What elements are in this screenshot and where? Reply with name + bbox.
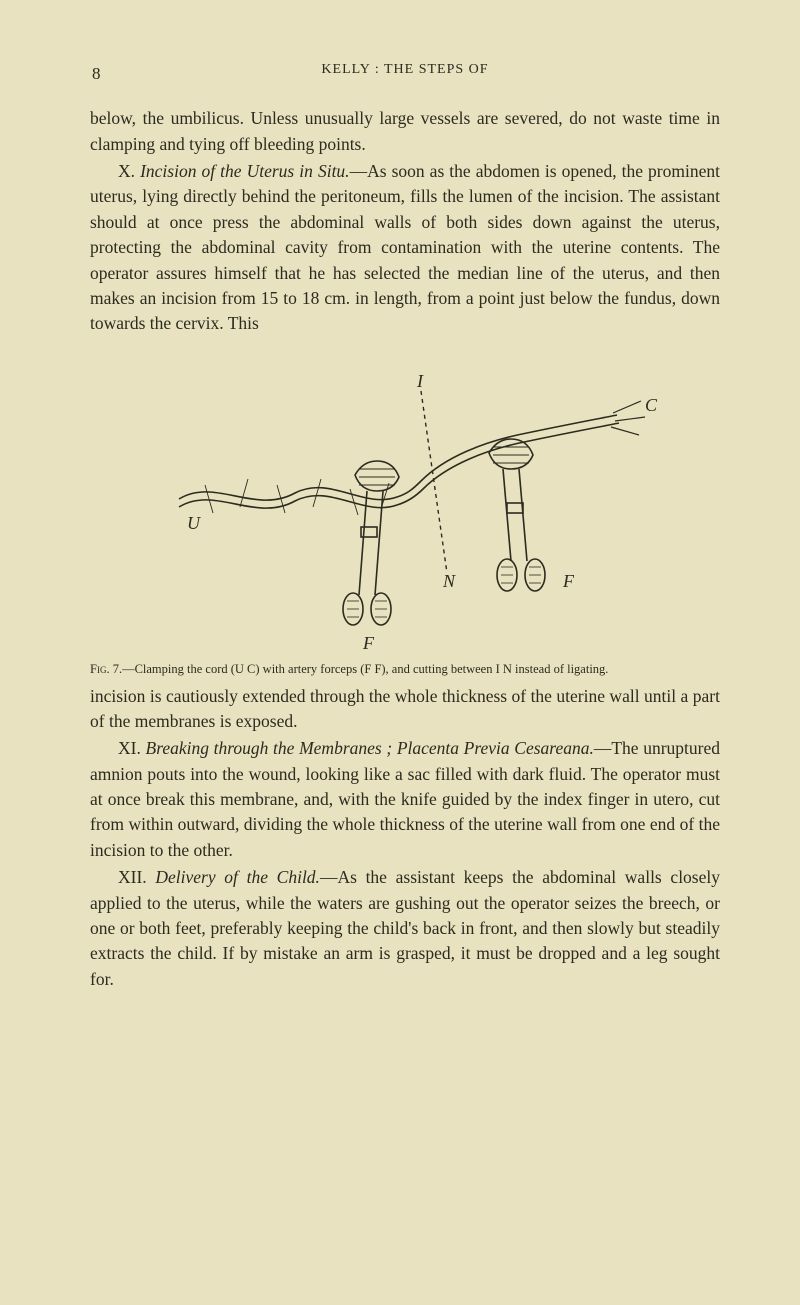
figure-caption-body: —Clamping the cord (U C) with artery for…	[122, 662, 608, 676]
section-number: XI.	[118, 738, 146, 758]
section-number: X.	[118, 161, 140, 181]
forceps-right	[489, 439, 545, 591]
figure-7-caption: Fig. 7.—Clamping the cord (U C) with art…	[90, 661, 720, 678]
figure-labels: I C U N F F	[187, 371, 658, 653]
section-title: Breaking through the Membranes ; Placent…	[146, 738, 594, 758]
section-number: XII.	[118, 867, 155, 887]
figure-caption-lead: Fig. 7.	[90, 662, 122, 676]
figure-7-drawing: I C U N F F	[145, 357, 665, 657]
paragraph-section-xii: XII. Delivery of the Child.—As the assis…	[90, 865, 720, 992]
label-f-right: F	[562, 571, 575, 591]
label-n: N	[442, 571, 456, 591]
paragraph-after-figure: incision is cautiously extended through …	[90, 684, 720, 735]
label-c: C	[645, 395, 658, 415]
label-i: I	[416, 371, 424, 391]
figure-7: I C U N F F Fig. 7.—Clamping the cord (U…	[90, 357, 720, 678]
section-title: Delivery of the Child.	[155, 867, 320, 887]
label-f-bottom: F	[362, 633, 375, 653]
page-number: 8	[92, 62, 101, 87]
section-title: Incision of the Uterus in Situ.	[140, 161, 349, 181]
paragraph-section-x: X. Incision of the Uterus in Situ.—As so…	[90, 159, 720, 337]
cut-line-i-n	[421, 391, 447, 573]
section-body: —As soon as the abdomen is opened, the p…	[90, 161, 720, 333]
paragraph-continuation: below, the umbilicus. Unless unusually l…	[90, 106, 720, 157]
forceps-left	[343, 461, 399, 625]
umbilical-cord	[179, 401, 645, 515]
running-head: KELLY : THE STEPS OF	[90, 60, 720, 80]
label-u: U	[187, 513, 201, 533]
paragraph-section-xi: XI. Breaking through the Membranes ; Pla…	[90, 736, 720, 863]
